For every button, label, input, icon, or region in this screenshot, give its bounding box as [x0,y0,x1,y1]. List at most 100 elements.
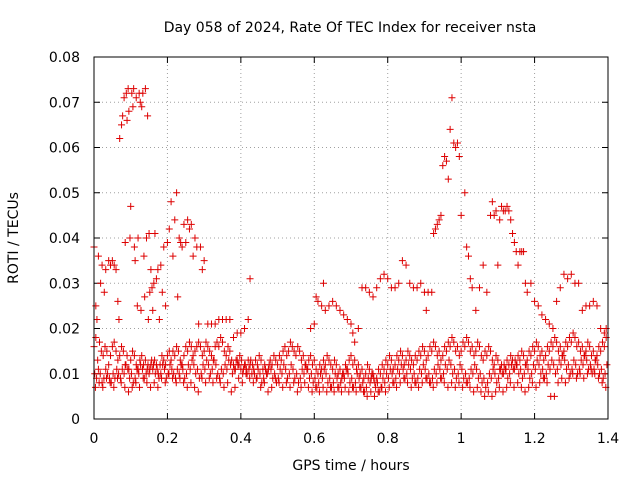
roti-data-point [264,388,272,396]
roti-data-point [234,361,242,369]
roti-data-point [448,379,456,387]
roti-data-point [365,365,373,373]
roti-data-point [138,365,146,373]
roti-data-point [183,370,191,378]
roti-data-point [392,374,400,382]
roti-data-point [158,374,166,382]
roti-data-point [582,347,590,355]
roti-data-point [312,293,320,301]
roti-data-point [321,306,329,314]
roti-data-point [534,343,542,351]
roti-data-point [132,379,140,387]
roti-data-point [421,365,429,373]
roti-data-point [393,383,401,391]
roti-data-point [133,302,141,310]
roti-data-point [255,352,263,360]
roti-data-point [534,302,542,310]
roti-data-point [420,347,428,355]
roti-data-point [112,266,120,274]
roti-data-point [603,361,611,369]
roti-data-point [359,379,367,387]
roti-data-point [386,365,394,373]
roti-data-point [337,388,345,396]
roti-data-point [382,388,390,396]
roti-data-point [499,388,507,396]
data-points [90,85,611,400]
roti-data-point [447,361,455,369]
roti-data-point [302,361,310,369]
roti-data-point [127,356,135,364]
roti-data-point [578,343,586,351]
roti-data-point [583,370,591,378]
roti-data-point [184,347,192,355]
roti-data-point [123,116,131,124]
roti-data-point [281,343,289,351]
y-tick-label: 0 [71,412,80,428]
roti-data-point [477,388,485,396]
roti-data-point [131,257,139,265]
roti-data-point [492,207,500,215]
roti-data-point [94,252,102,260]
roti-data-point [96,338,104,346]
roti-data-point [539,374,547,382]
roti-data-point [148,356,156,364]
roti-data-point [307,325,315,332]
roti-data-point [163,239,171,247]
roti-data-point [127,202,135,210]
roti-data-point [521,388,529,396]
x-axis-title: GPS time / hours [292,458,409,474]
roti-data-point [217,334,225,342]
roti-data-point [222,352,230,360]
roti-data-point [542,352,550,360]
roti-data-point [402,261,410,269]
roti-data-point [373,284,381,292]
roti-data-point [119,347,127,355]
roti-data-point [247,356,255,364]
roti-data-point [163,352,171,360]
roti-data-point [161,379,169,387]
roti-data-point [204,343,212,351]
roti-data-point [246,374,254,382]
roti-data-point [550,361,558,369]
roti-data-point [174,347,182,355]
roti-data-point [167,356,175,364]
roti-data-point [513,361,521,369]
roti-data-point [601,370,609,378]
x-tick-label: 1.4 [597,431,619,447]
roti-data-point [362,383,370,391]
roti-data-point [118,121,126,129]
roti-data-point [387,356,395,364]
roti-data-point [271,374,279,382]
roti-data-point [253,374,261,382]
roti-data-point [110,383,118,391]
roti-data-point [433,379,441,387]
roti-data-point [91,383,99,391]
roti-data-point [526,374,534,382]
roti-data-point [453,343,461,351]
roti-data-point [430,229,438,237]
roti-data-point [468,284,476,292]
roti-data-point [492,388,500,396]
roti-data-point [131,374,139,382]
roti-data-point [432,370,440,378]
roti-data-point [419,343,427,351]
roti-data-point [395,279,403,287]
roti-data-point [578,306,586,314]
roti-data-point [455,379,463,387]
roti-data-point [186,365,194,373]
roti-data-point [149,361,157,369]
roti-data-point [205,361,213,369]
roti-data-point [171,216,179,224]
roti-data-point [517,383,525,391]
roti-data-point [400,374,408,382]
roti-data-point [567,270,575,278]
roti-data-point [542,370,550,378]
roti-data-point [503,383,511,391]
roti-data-point [205,374,213,382]
roti-data-point [274,361,282,369]
roti-data-point [115,315,123,323]
roti-data-point [130,85,138,93]
roti-data-point [141,293,149,301]
roti-data-point [594,361,602,369]
roti-data-point [551,370,559,378]
